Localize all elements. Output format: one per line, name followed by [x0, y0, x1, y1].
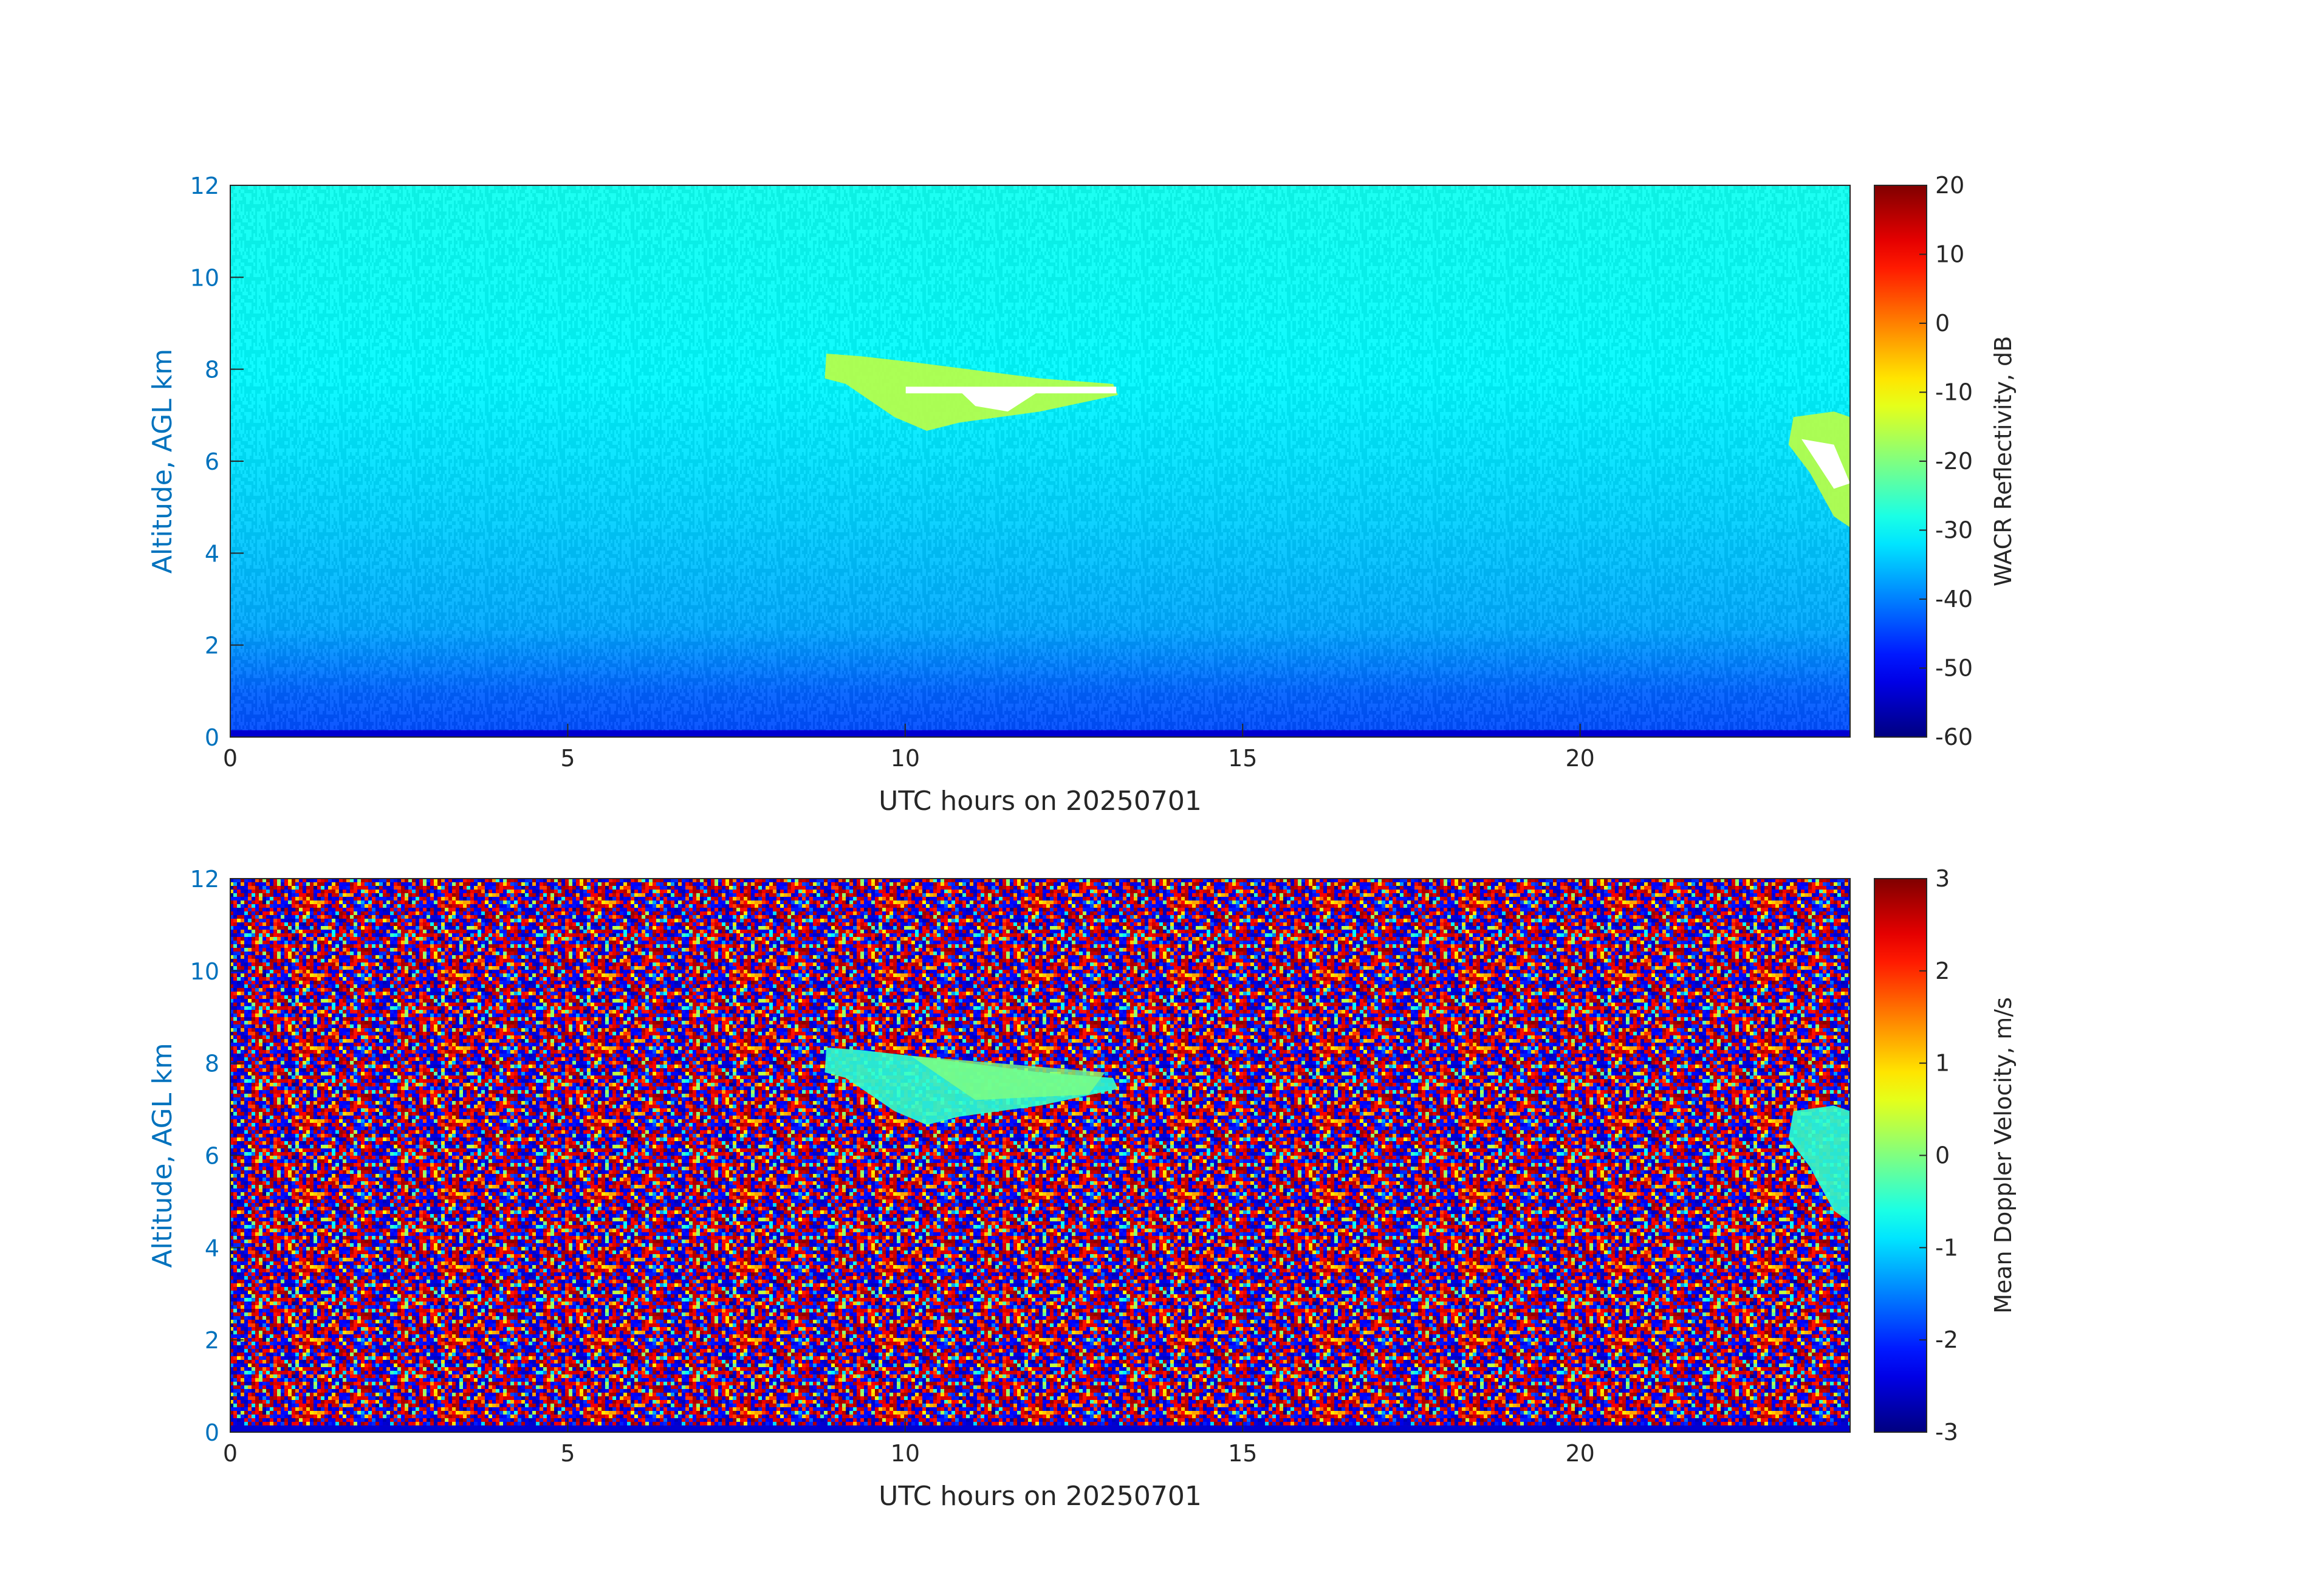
strong-echo [905, 386, 1117, 394]
heatmap-texture [230, 185, 1850, 737]
y-tick-label: 6 [205, 1143, 219, 1170]
y-tick-label: 0 [205, 724, 219, 751]
x-tick-label: 5 [560, 745, 575, 772]
y-tick-label: 0 [205, 1419, 219, 1446]
surface-band [230, 1425, 1850, 1432]
heatmap-field [230, 879, 1850, 1432]
colorbar-label: Mean Doppler Velocity, m/s [1990, 997, 2017, 1314]
cloud-core [910, 1055, 1105, 1100]
x-axis-label: UTC hours on 20250701 [879, 1481, 1202, 1512]
y-tick-label: 10 [190, 264, 219, 291]
colorbar-tick-label: 3 [1935, 865, 1950, 892]
colorbar-tick-label: -3 [1935, 1419, 1958, 1446]
colorbar-tick-label: -10 [1935, 379, 1973, 406]
colorbar-tick-label: 20 [1935, 172, 1964, 199]
colorbar-tick-label: -50 [1935, 655, 1973, 682]
colorbar [1874, 878, 1927, 1433]
x-tick-label: 15 [1228, 1440, 1257, 1467]
colorbar [1874, 185, 1927, 738]
colorbar-tick-label: 1 [1935, 1050, 1950, 1077]
colorbar-tick-label: 0 [1935, 1142, 1950, 1169]
y-tick-label: 4 [205, 1235, 219, 1261]
y-tick-label: 10 [190, 958, 219, 985]
colorbar-tick-label: -2 [1935, 1326, 1958, 1353]
colorbar-tick-label: 10 [1935, 241, 1964, 268]
y-tick-label: 12 [190, 866, 219, 893]
x-tick-label: 0 [223, 745, 238, 772]
y-tick-label: 8 [205, 357, 219, 383]
x-tick-label: 15 [1228, 745, 1257, 772]
x-tick-label: 10 [891, 745, 920, 772]
colorbar-label: WACR Reflectivity, dB [1990, 336, 2017, 586]
colorbar-tick-label: -60 [1935, 724, 1973, 750]
strong-echo [1801, 439, 1850, 489]
x-axis-label: UTC hours on 20250701 [879, 786, 1202, 817]
y-tick-label: 2 [205, 633, 219, 659]
y-tick-label: 8 [205, 1051, 219, 1077]
x-tick-label: 10 [891, 1440, 920, 1467]
y-tick-label: 12 [190, 173, 219, 199]
x-tick-label: 20 [1565, 1440, 1594, 1467]
surface-band [230, 730, 1850, 737]
colorbar-tick-label: -30 [1935, 517, 1973, 544]
colorbar-tick-label: -20 [1935, 448, 1973, 475]
cloud-echo [1788, 1105, 1850, 1222]
x-tick-label: 20 [1565, 745, 1594, 772]
x-tick-label: 0 [223, 1440, 238, 1467]
strong-echo [959, 390, 1040, 412]
colorbar-tick-label: -1 [1935, 1234, 1958, 1261]
y-axis-label: Altitude, AGL km [147, 349, 178, 574]
y-tick-label: 6 [205, 448, 219, 475]
y-axis-label: Altitude, AGL km [147, 1043, 178, 1267]
colorbar-tick-label: -40 [1935, 586, 1973, 612]
x-tick-label: 5 [560, 1440, 575, 1467]
colorbar-tick-label: 2 [1935, 958, 1950, 984]
colorbar-tick-label: 0 [1935, 310, 1950, 337]
y-tick-label: 2 [205, 1327, 219, 1354]
y-tick-label: 4 [205, 540, 219, 567]
